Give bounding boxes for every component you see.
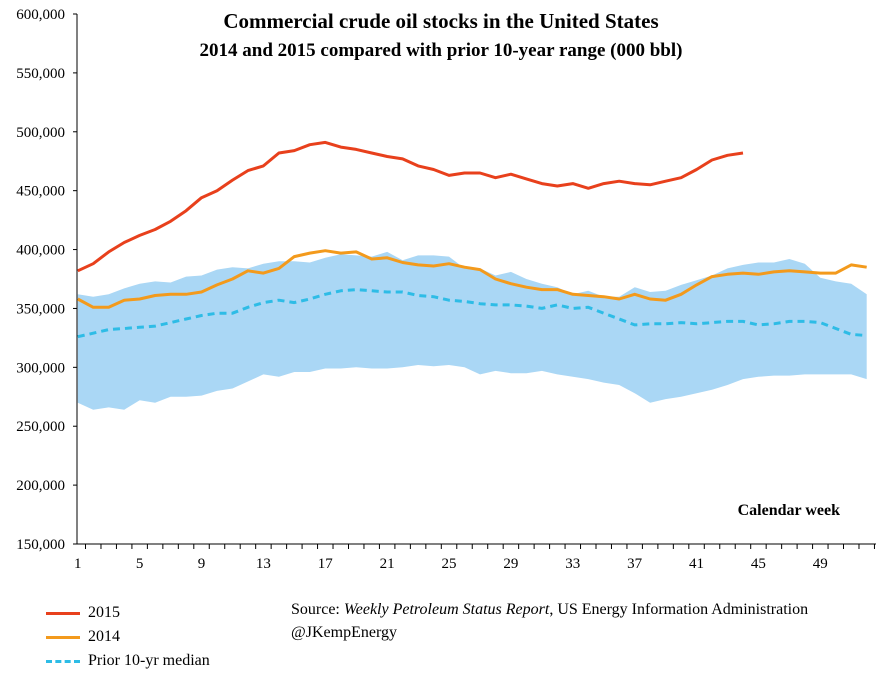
axes: 150,000 200,000 250,000 300,000 350,000 400,0… [16, 7, 876, 572]
series-line-2015 [77, 140, 744, 273]
y-tick-label: 200,000 [16, 478, 65, 494]
legend-label: 2014 [88, 628, 120, 645]
y-tick-label: 500,000 [16, 125, 65, 141]
source-line: Source: Weekly Petroleum Status Report, … [291, 598, 808, 621]
legend: 2015 2014 Prior 10-yr median [46, 601, 210, 673]
series-line-2014 [77, 249, 867, 309]
legend-item-median: Prior 10-yr median [46, 649, 210, 673]
chart: 150,000 200,000 250,000 300,000 350,000 400,0… [16, 7, 876, 572]
legend-label: 2015 [88, 604, 120, 621]
x-tick-label: 33 [565, 556, 580, 572]
range-band [77, 251, 867, 410]
x-tick-label: 25 [442, 556, 457, 572]
legend-swatch [46, 611, 80, 615]
y-tick-label: 550,000 [16, 66, 65, 82]
x-tick-label: 49 [813, 556, 828, 572]
legend-item-2015: 2015 [46, 601, 210, 625]
y-tick-label: 150,000 [16, 537, 65, 553]
x-tick-label: 45 [751, 556, 766, 572]
source-agency: , US Energy Information Administration [549, 601, 809, 618]
chart-subtitle: 2014 and 2015 compared with prior 10-yea… [200, 40, 683, 61]
chart-title: Commercial crude oil stocks in the Unite… [223, 9, 658, 33]
x-tick-label: 29 [503, 556, 518, 572]
x-tick-label: 9 [198, 556, 206, 572]
x-tick-label: 1 [74, 556, 82, 572]
series-line-prior-10-yr-median [77, 288, 867, 339]
y-tick-label: 300,000 [16, 360, 65, 376]
legend-swatch [46, 659, 80, 663]
source-prefix: Source: [291, 601, 344, 618]
x-tick-label: 17 [318, 556, 334, 572]
legend-item-2014: 2014 [46, 625, 210, 649]
y-tick-label: 400,000 [16, 243, 65, 259]
author-handle: @JKempEnergy [291, 624, 397, 641]
x-tick-label: 21 [380, 556, 395, 572]
x-tick-label: 41 [689, 556, 704, 572]
legend-swatch [46, 635, 80, 639]
x-axis-label: Calendar week [738, 502, 840, 519]
y-tick-label: 250,000 [16, 419, 65, 435]
series-layer [77, 140, 867, 339]
x-tick-label: 13 [256, 556, 271, 572]
chart-text-layer: Commercial crude oil stocks in the Unite… [200, 9, 841, 519]
source-note: Source: Weekly Petroleum Status Report, … [291, 598, 808, 644]
y-tick-label: 600,000 [16, 7, 65, 23]
source-publication: Weekly Petroleum Status Report [343, 601, 550, 618]
y-tick-label: 450,000 [16, 184, 65, 200]
y-tick-label: 350,000 [16, 301, 65, 317]
legend-label: Prior 10-yr median [88, 652, 210, 669]
range-layer [77, 251, 867, 410]
x-tick-label: 5 [136, 556, 144, 572]
x-tick-label: 37 [627, 556, 643, 572]
